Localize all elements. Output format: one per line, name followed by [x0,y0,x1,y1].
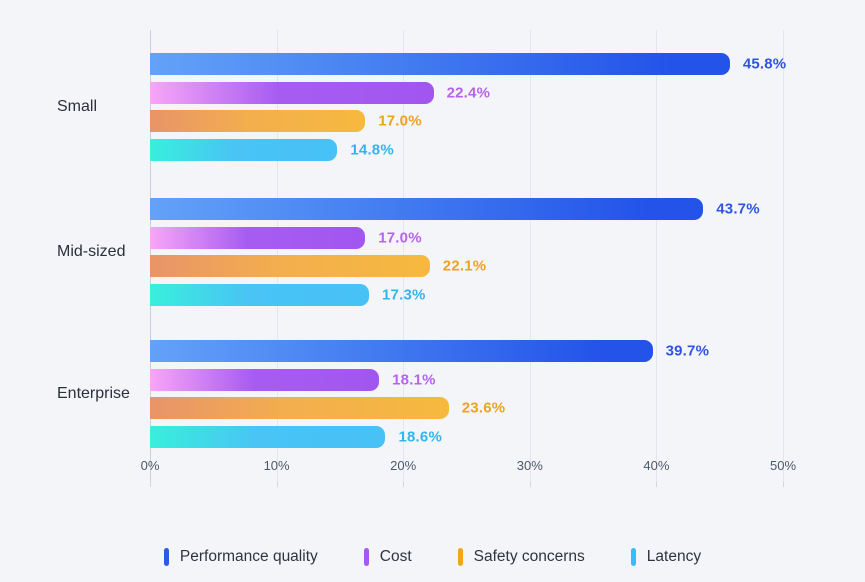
category-label-mid-sized: Mid-sized [57,242,126,260]
axis-tick-mark [403,482,405,487]
bar-performance-quality-small[interactable] [150,53,730,75]
value-label: 17.3% [382,286,426,303]
bar-row: 18.6% [150,425,783,448]
x-tick-label: 50% [769,458,797,473]
value-label: 45.8% [742,55,787,73]
x-tick-label: 20% [390,458,417,473]
category-label-small: Small [57,97,98,115]
value-label: 18.6% [398,428,443,445]
legend-item-safety-concerns[interactable]: Safety concerns [457,548,585,566]
bar-row: 45.8% [150,53,786,75]
axis-tick-mark [783,482,784,487]
gridline [656,30,658,482]
bar-performance-quality-mid-sized[interactable] [150,198,704,220]
plot-area: 45.8% 22.4% 17.0% 14.8% 43.7% 17.0% 22.1% 17.3%… [150,30,786,487]
legend-item-performance-quality[interactable]: Performance quality [163,548,318,566]
bar-row: 17.0% [150,110,783,132]
legend-label: Performance quality [179,548,318,565]
legend-marker-icon [363,548,369,566]
value-label: 18.1% [392,371,436,388]
bar-latency-small[interactable] [150,138,338,161]
bar-latency-mid-sized[interactable] [150,283,370,306]
bar-row: 23.6% [150,397,783,419]
value-label: 22.4% [446,84,491,101]
x-tick-label: 40% [643,458,670,473]
gridline [783,30,784,482]
value-label: 17.0% [378,112,422,130]
value-label: 39.7% [665,342,710,360]
bar-row: 22.4% [150,81,783,104]
bar-safety-concerns-small[interactable] [150,110,366,132]
bar-row: 18.1% [150,368,783,391]
axis-tick-mark [276,482,278,487]
bar-cost-mid-sized[interactable] [150,226,366,249]
legend-label: Latency [646,548,702,565]
legend-marker-icon [163,548,169,566]
category-label-enterprise: Enterprise [57,384,130,402]
legend-label: Safety concerns [473,548,585,565]
bar-performance-quality-enterprise[interactable] [150,340,653,362]
legend-item-cost[interactable]: Cost [363,548,412,566]
bar-row: 14.8% [150,138,783,161]
bar-row: 22.1% [150,255,783,277]
gridline [529,30,531,482]
bar-row: 17.3% [150,283,783,306]
bar-row: 39.7% [150,340,783,362]
x-tick-label: 30% [516,458,543,473]
bar-cost-small[interactable] [150,81,434,104]
bar-safety-concerns-mid-sized[interactable] [150,255,430,277]
axis-tick-mark [529,482,531,487]
bar-cost-enterprise[interactable] [150,368,380,391]
legend-item-latency[interactable]: Latency [630,548,702,566]
value-label: 17.0% [378,229,422,246]
legend-label: Cost [379,548,412,565]
axis-tick-mark [150,482,151,487]
value-label: 14.8% [350,141,394,158]
x-tick-label: 10% [263,458,290,473]
value-label: 23.6% [461,399,506,417]
axis-tick-mark [656,482,658,487]
bar-safety-concerns-enterprise[interactable] [150,397,449,419]
chart-legend: Performance quality Cost Safety concerns La… [0,543,865,571]
x-tick-label: 0% [140,458,160,473]
legend-marker-icon [630,548,636,566]
bar-row: 43.7% [150,198,783,220]
value-label: 22.1% [442,257,487,275]
legend-marker-icon [457,548,463,566]
value-label: 43.7% [716,200,760,218]
bar-latency-enterprise[interactable] [150,425,386,448]
bar-row: 17.0% [150,226,783,249]
